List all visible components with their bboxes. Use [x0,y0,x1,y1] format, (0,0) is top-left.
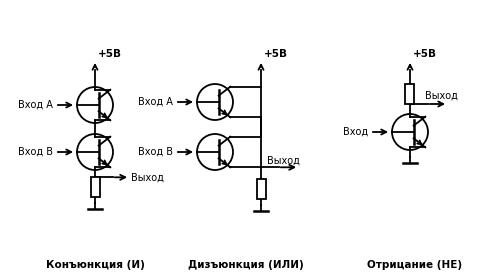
Text: +5В: +5В [413,49,437,59]
Text: Дизъюнкция (ИЛИ): Дизъюнкция (ИЛИ) [188,260,304,270]
Text: Выход: Выход [131,172,164,182]
Circle shape [77,87,113,123]
Text: Выход: Выход [267,155,300,165]
Text: Конъюнкция (И): Конъюнкция (И) [46,260,144,270]
Text: Вход В: Вход В [18,147,53,157]
Bar [256,179,265,199]
Text: Вход А: Вход А [18,100,53,110]
Circle shape [197,134,233,170]
Bar [406,84,415,104]
Text: Вход А: Вход А [138,97,173,107]
Bar [91,177,99,197]
Circle shape [77,134,113,170]
Text: Вход: Вход [343,127,368,137]
Circle shape [392,114,428,150]
Text: Вход В: Вход В [138,147,173,157]
Circle shape [197,84,233,120]
Text: +5В: +5В [98,49,122,59]
Text: Выход: Выход [425,91,458,101]
Text: Отрицание (НЕ): Отрицание (НЕ) [367,260,463,270]
Text: +5В: +5В [264,49,288,59]
